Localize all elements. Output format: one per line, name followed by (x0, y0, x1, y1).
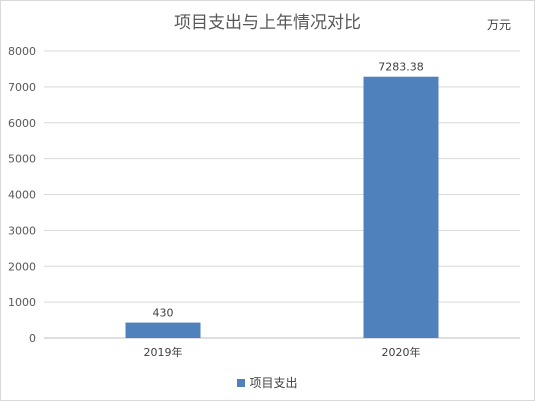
y-tick-label: 0 (29, 332, 36, 345)
y-tick-label: 4000 (8, 189, 36, 202)
unit-label: 万元 (486, 18, 511, 32)
bar (125, 322, 201, 338)
y-tick-label: 8000 (8, 45, 36, 58)
x-tick-label: 2019年 (144, 345, 183, 359)
y-tick-label: 1000 (8, 296, 36, 309)
legend-label: 项目支出 (249, 376, 298, 390)
bar (363, 76, 439, 338)
y-tick-label: 5000 (8, 153, 36, 166)
y-tick-label: 6000 (8, 117, 36, 130)
x-tick-label: 2020年 (382, 345, 421, 359)
data-label: 430 (153, 307, 174, 320)
legend: 项目支出 (0, 374, 535, 391)
legend-swatch (237, 379, 246, 387)
y-tick-label: 7000 (8, 81, 36, 94)
y-tick-label: 2000 (8, 260, 36, 273)
chart-title: 项目支出与上年情况对比 (174, 13, 361, 33)
data-label: 7283.38 (378, 61, 424, 74)
y-tick-label: 3000 (8, 224, 36, 237)
